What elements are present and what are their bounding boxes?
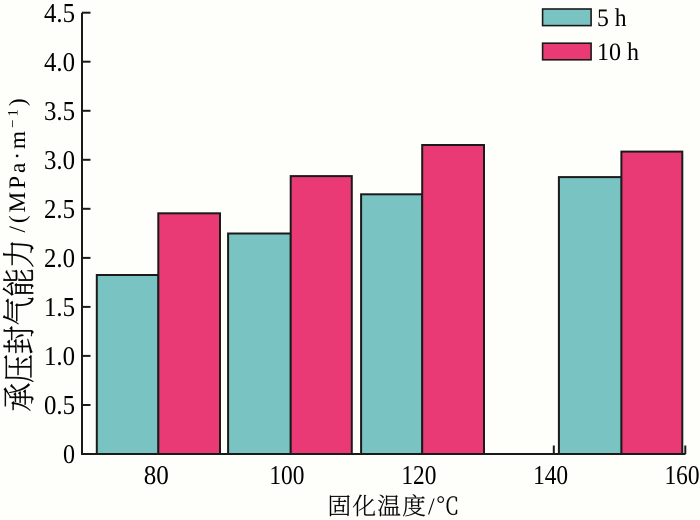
svg-text:1.5: 1.5 — [44, 291, 75, 322]
svg-text:/(MPa·m−1): /(MPa·m−1) — [5, 95, 32, 232]
svg-text:4.5: 4.5 — [44, 0, 75, 28]
svg-text:2.5: 2.5 — [44, 193, 75, 224]
svg-text:0.5: 0.5 — [44, 389, 75, 420]
svg-text:2.0: 2.0 — [44, 242, 75, 273]
svg-text:120: 120 — [401, 459, 436, 490]
svg-text:3.0: 3.0 — [44, 144, 75, 175]
svg-text:140: 140 — [533, 459, 568, 490]
svg-text:160: 160 — [665, 459, 700, 490]
svg-text:5 h: 5 h — [597, 5, 627, 32]
svg-text:/: / — [428, 495, 435, 520]
svg-text:10 h: 10 h — [597, 39, 639, 66]
svg-text:0: 0 — [63, 438, 75, 469]
svg-text:3.5: 3.5 — [44, 95, 75, 126]
svg-text:1.0: 1.0 — [44, 340, 75, 371]
svg-text:4.0: 4.0 — [44, 46, 75, 77]
svg-text:100: 100 — [269, 459, 304, 490]
svg-text:80: 80 — [144, 459, 169, 490]
